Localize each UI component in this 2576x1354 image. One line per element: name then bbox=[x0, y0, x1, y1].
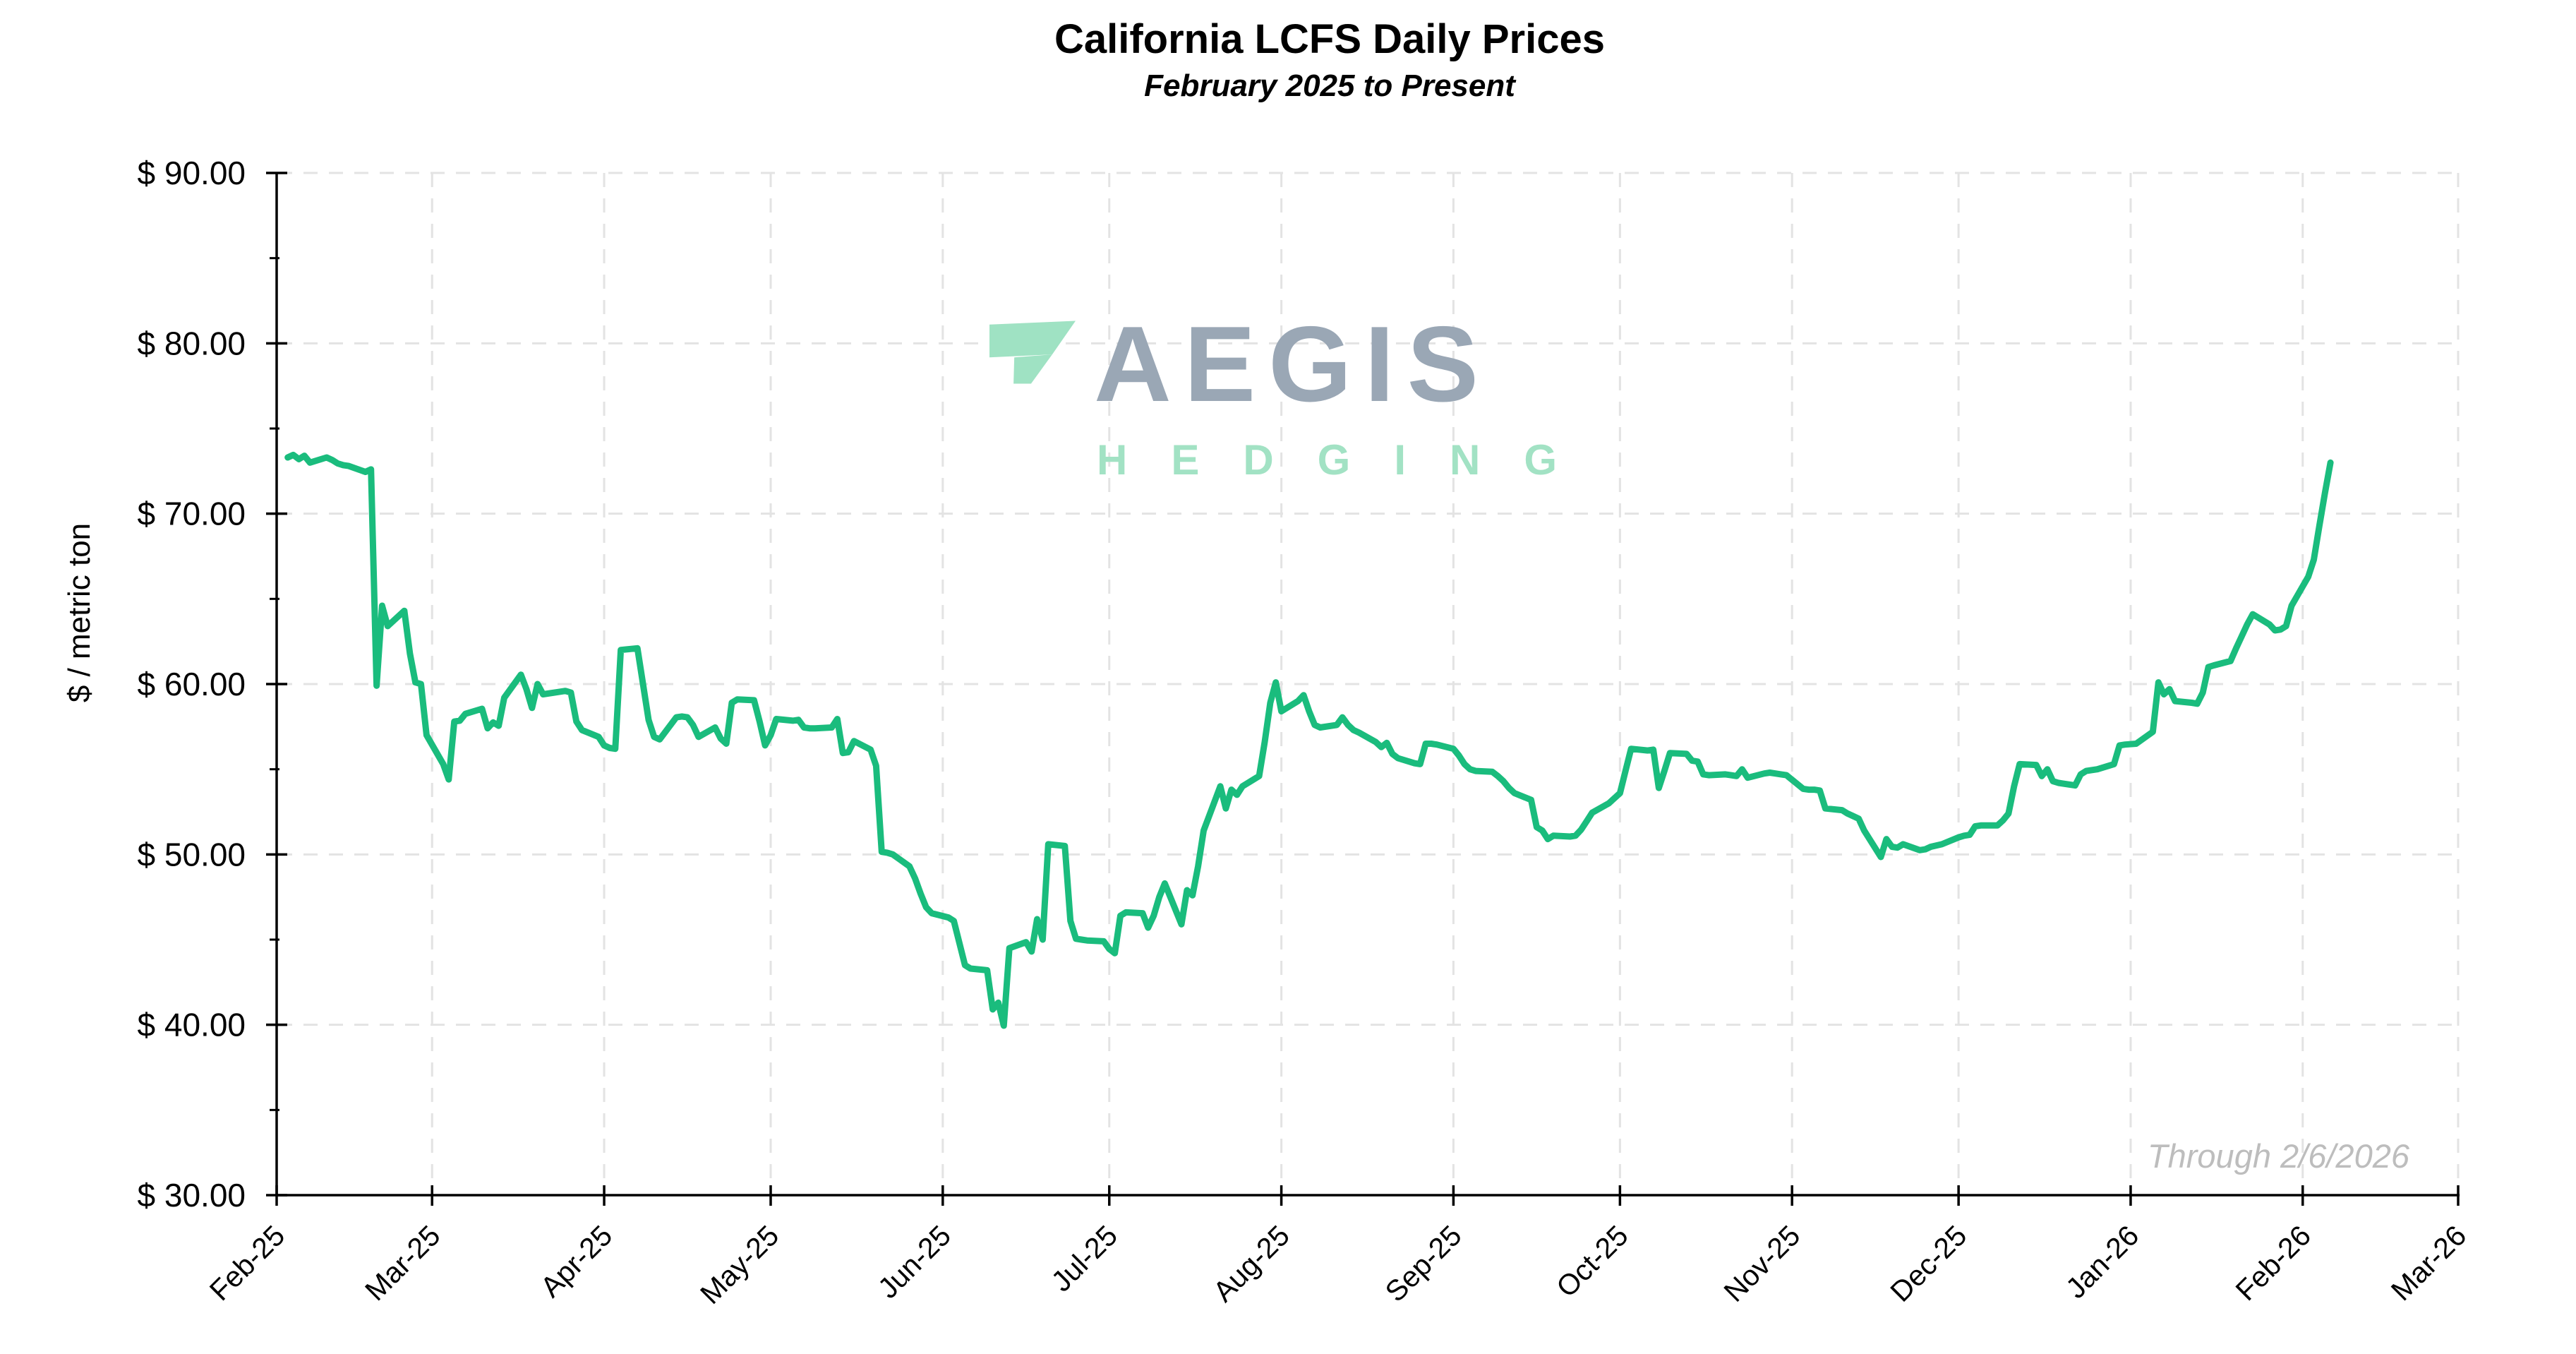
x-tick-label-group: Aug-25 bbox=[1207, 1219, 1296, 1308]
x-tick-label-group: Apr-25 bbox=[534, 1219, 619, 1304]
x-tick-label: May-25 bbox=[694, 1219, 785, 1310]
x-tick-label-group: Mar-26 bbox=[2385, 1219, 2472, 1307]
x-tick-label-group: Jun-25 bbox=[872, 1219, 957, 1305]
x-tick-label-group: Jul-25 bbox=[1045, 1219, 1124, 1298]
x-tick-label-group: Oct-25 bbox=[1550, 1219, 1635, 1304]
y-tick-label: $ 40.00 bbox=[138, 1007, 246, 1043]
x-tick-label: Sep-25 bbox=[1379, 1219, 1468, 1308]
x-tick-label: Dec-25 bbox=[1884, 1219, 1973, 1308]
y-tick-label: $ 80.00 bbox=[138, 325, 246, 361]
y-tick-labels: $ 30.00 $ 40.00 $ 50.00 $ 60.00 $ 70.00 $ 80.… bbox=[138, 155, 246, 1214]
price-series-line bbox=[284, 451, 2334, 1029]
price-line bbox=[284, 451, 2334, 1029]
aegis-logo-mark-icon bbox=[989, 320, 1076, 384]
x-tick-label: Jul-25 bbox=[1045, 1219, 1124, 1298]
x-tick-label: Jun-25 bbox=[872, 1219, 957, 1305]
x-tick-label: Oct-25 bbox=[1550, 1219, 1635, 1304]
x-tick-label-group: Jan-26 bbox=[2059, 1219, 2145, 1305]
logo-text-block: AEGIS HEDGING bbox=[1094, 311, 1601, 481]
y-tick-label: $ 70.00 bbox=[138, 496, 246, 532]
x-tick-labels: Feb-25 Mar-25 Apr-25 May-25 Jun-25 Jul-25 Aug-… bbox=[203, 1219, 2472, 1310]
chart-subtitle: February 2025 to Present bbox=[1144, 68, 1515, 103]
x-tick-label: Nov-25 bbox=[1718, 1219, 1807, 1308]
y-tick-label: $ 30.00 bbox=[138, 1177, 246, 1214]
y-tick-label: $ 90.00 bbox=[138, 155, 246, 191]
data-through-note: Through 2/6/2026 bbox=[2147, 1137, 2409, 1175]
x-tick-label-group: Sep-25 bbox=[1379, 1219, 1468, 1308]
x-tick-label-group: Mar-25 bbox=[359, 1219, 446, 1307]
x-tick-label-group: Feb-25 bbox=[203, 1219, 291, 1307]
x-tick-label-group: May-25 bbox=[694, 1219, 785, 1310]
axis-ticks bbox=[266, 172, 2460, 1206]
x-tick-label: Feb-26 bbox=[2229, 1219, 2317, 1307]
x-tick-label: Feb-25 bbox=[203, 1219, 291, 1307]
y-tick-label: $ 50.00 bbox=[138, 836, 246, 873]
x-tick-label: Mar-26 bbox=[2385, 1219, 2472, 1307]
logo-word: AEGIS bbox=[1094, 304, 1491, 424]
gridlines bbox=[278, 172, 2460, 1194]
y-axis-label: $ / metric ton bbox=[62, 522, 97, 703]
x-tick-label-group: Feb-26 bbox=[2229, 1219, 2317, 1307]
title-block: California LCFS Daily Prices February 20… bbox=[1054, 16, 1605, 104]
x-tick-label: Jan-26 bbox=[2059, 1219, 2145, 1305]
x-tick-label: Mar-25 bbox=[359, 1219, 446, 1307]
logo-tagline: HEDGING bbox=[1097, 436, 1601, 484]
x-tick-label-group: Nov-25 bbox=[1718, 1219, 1807, 1308]
x-tick-label: Apr-25 bbox=[534, 1219, 619, 1304]
aegis-hedging-logo-watermark: AEGIS HEDGING bbox=[989, 311, 1601, 481]
x-tick-label-group: Dec-25 bbox=[1884, 1219, 1973, 1308]
y-tick-label: $ 60.00 bbox=[138, 666, 246, 702]
x-tick-label: Aug-25 bbox=[1207, 1219, 1296, 1308]
chart-title: California LCFS Daily Prices bbox=[1054, 16, 1606, 62]
